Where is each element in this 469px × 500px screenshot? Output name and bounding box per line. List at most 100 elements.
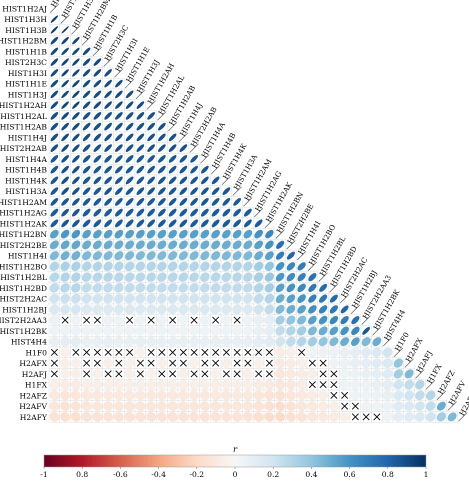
diagonal-mark: [254, 208, 264, 218]
correlation-ellipse: [157, 187, 166, 196]
heatmap-cell: [263, 260, 275, 272]
correlation-ellipse: [93, 101, 102, 109]
heatmap-cell: [124, 164, 136, 176]
correlation-ellipse: [350, 337, 360, 347]
heatmap-cell: [70, 271, 82, 283]
correlation-ellipse: [113, 411, 124, 422]
correlation-ellipse: [210, 336, 221, 347]
diagonal-mark: [60, 14, 70, 24]
correlation-ellipse: [286, 283, 296, 293]
heatmap-cell: [81, 164, 93, 176]
heatmap-cell: [59, 336, 71, 348]
correlation-ellipse: [168, 240, 178, 250]
heatmap-cell: [91, 314, 103, 326]
heatmap-cell: [371, 400, 383, 412]
heatmap-cell: [371, 411, 383, 423]
correlation-ellipse: [168, 154, 177, 163]
correlation-ellipse: [92, 379, 103, 390]
heatmap-cell: [124, 303, 136, 315]
heatmap-cell: [242, 239, 254, 251]
heatmap-cell: [48, 196, 60, 208]
correlation-ellipse: [307, 368, 318, 379]
heatmap-cell: [156, 250, 168, 262]
correlation-ellipse: [329, 315, 339, 325]
heatmap-cell: [48, 185, 60, 197]
correlation-ellipse: [125, 187, 134, 196]
correlation-ellipse: [60, 325, 71, 336]
correlation-ellipse: [285, 347, 296, 358]
colorbar-tick-label: 0.8: [382, 470, 394, 479]
correlation-ellipse: [124, 401, 135, 412]
heatmap-cell: [59, 196, 71, 208]
correlation-ellipse: [81, 336, 92, 347]
correlation-ellipse: [103, 229, 113, 239]
heatmap-cell: [145, 131, 157, 143]
heatmap-cell: [91, 325, 103, 337]
heatmap-cell: [102, 303, 114, 315]
correlation-ellipse: [211, 240, 221, 250]
correlation-ellipse: [136, 101, 145, 109]
heatmap-cell: [48, 325, 60, 337]
heatmap-cell: [134, 368, 146, 380]
correlation-ellipse: [114, 240, 124, 250]
heatmap-cell: [48, 131, 60, 143]
heatmap-cell: [177, 260, 189, 272]
heatmap-cell: [113, 314, 125, 326]
heatmap-cell: [81, 260, 93, 272]
heatmap-cell: [113, 88, 125, 100]
correlation-ellipse: [61, 208, 70, 217]
correlation-ellipse: [103, 411, 114, 422]
correlation-ellipse: [136, 187, 145, 196]
heatmap-cell: [253, 368, 265, 380]
heatmap-cell: [296, 400, 308, 412]
correlation-ellipse: [61, 197, 70, 206]
heatmap-cell: [134, 239, 146, 251]
row-label: HIST1H3I: [8, 69, 47, 78]
correlation-ellipse: [328, 411, 339, 422]
correlation-ellipse: [93, 122, 102, 131]
correlation-ellipse: [372, 337, 382, 347]
correlation-ellipse: [189, 411, 200, 422]
heatmap-cell: [102, 325, 114, 337]
heatmap-cell: [242, 228, 254, 240]
heatmap-cell: [242, 336, 254, 348]
correlation-ellipse: [82, 101, 91, 109]
heatmap-cell: [274, 336, 286, 348]
correlation-ellipse: [125, 154, 134, 163]
correlation-ellipse: [61, 133, 69, 142]
correlation-ellipse: [167, 411, 178, 422]
correlation-ellipse: [50, 133, 59, 142]
correlation-ellipse: [199, 379, 210, 390]
correlation-ellipse: [114, 208, 123, 217]
correlation-ellipse: [233, 208, 242, 217]
heatmap-cell: [70, 346, 82, 358]
correlation-ellipse: [340, 326, 349, 336]
heatmap-cell: [59, 110, 71, 122]
heatmap-cell: [188, 164, 200, 176]
heatmap-cell: [156, 346, 168, 358]
correlation-ellipse: [189, 358, 200, 369]
correlation-ellipse: [296, 358, 307, 369]
heatmap-cell: [145, 121, 157, 133]
correlation-ellipse: [93, 144, 102, 152]
correlation-ellipse: [103, 272, 113, 282]
diagonal-mark: [189, 143, 199, 153]
heatmap-cell: [274, 389, 286, 401]
heatmap-cell: [167, 282, 179, 294]
correlation-ellipse: [178, 293, 189, 304]
correlation-ellipse: [199, 401, 210, 412]
heatmap-cell: [274, 293, 286, 305]
heatmap-cell: [274, 357, 286, 369]
row-label: HIST1H4B: [5, 166, 47, 175]
correlation-ellipse: [308, 294, 317, 303]
heatmap-cell: [113, 217, 125, 229]
correlation-ellipse: [318, 390, 329, 401]
heatmap-cell: [134, 303, 146, 315]
heatmap-cell: [145, 271, 157, 283]
heatmap-cell: [167, 142, 179, 154]
heatmap-cell: [167, 336, 179, 348]
diagonal-mark: [82, 36, 92, 46]
correlation-ellipse: [297, 294, 306, 303]
heatmap-cell: [124, 217, 136, 229]
